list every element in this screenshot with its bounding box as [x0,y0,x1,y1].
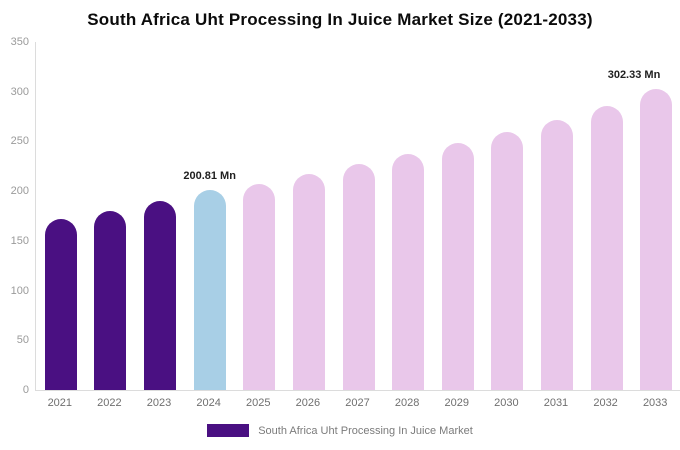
x-axis-label: 2026 [295,397,321,409]
x-axis-label: 2023 [146,397,172,409]
x-axis-label: 2024 [196,397,221,409]
y-axis-tick-label: 150 [10,234,29,247]
bar [44,218,77,390]
x-axis-label: 2022 [97,397,122,409]
bar-annotation: 302.33 Mn [607,69,661,82]
y-axis-tick-label: 50 [16,334,29,347]
bar [193,190,226,390]
x-axis-label: 2031 [543,397,569,409]
x-axis-label: 2028 [394,397,420,409]
bar [342,164,375,390]
bar [441,143,474,390]
bar [491,131,524,390]
legend-label: South Africa Uht Processing In Juice Mar… [258,424,473,437]
legend-swatch [207,424,250,437]
x-axis-label: 2027 [345,397,370,409]
y-axis-tick-label: 0 [22,384,29,396]
x-axis-label: 2021 [47,397,73,409]
plot-area: 200.81 Mn 302.33 Mn [35,42,680,391]
y-axis-tick-label: 250 [10,135,29,148]
bar-annotation: 200.81 Mn [183,170,236,183]
y-axis-tick-label: 200 [10,185,29,198]
chart-title: South Africa Uht Processing In Juice Mar… [87,10,593,29]
bar [590,105,623,390]
bar [392,154,425,390]
y-axis-tick-label: 100 [10,284,29,297]
bar [540,119,573,390]
x-axis-label: 2033 [642,397,668,409]
bar [94,211,127,390]
bar [243,184,276,390]
bar [292,174,325,390]
legend: South Africa Uht Processing In Juice Mar… [0,424,680,437]
bar [144,201,177,390]
x-axis-label: 2032 [593,397,618,409]
y-axis-tick-label: 350 [10,36,29,48]
x-axis-label: 2030 [494,397,519,409]
bar [640,89,673,390]
x-axis-label: 2025 [246,397,271,409]
x-axis-label: 2029 [444,397,469,409]
y-axis-tick-label: 300 [10,85,29,98]
